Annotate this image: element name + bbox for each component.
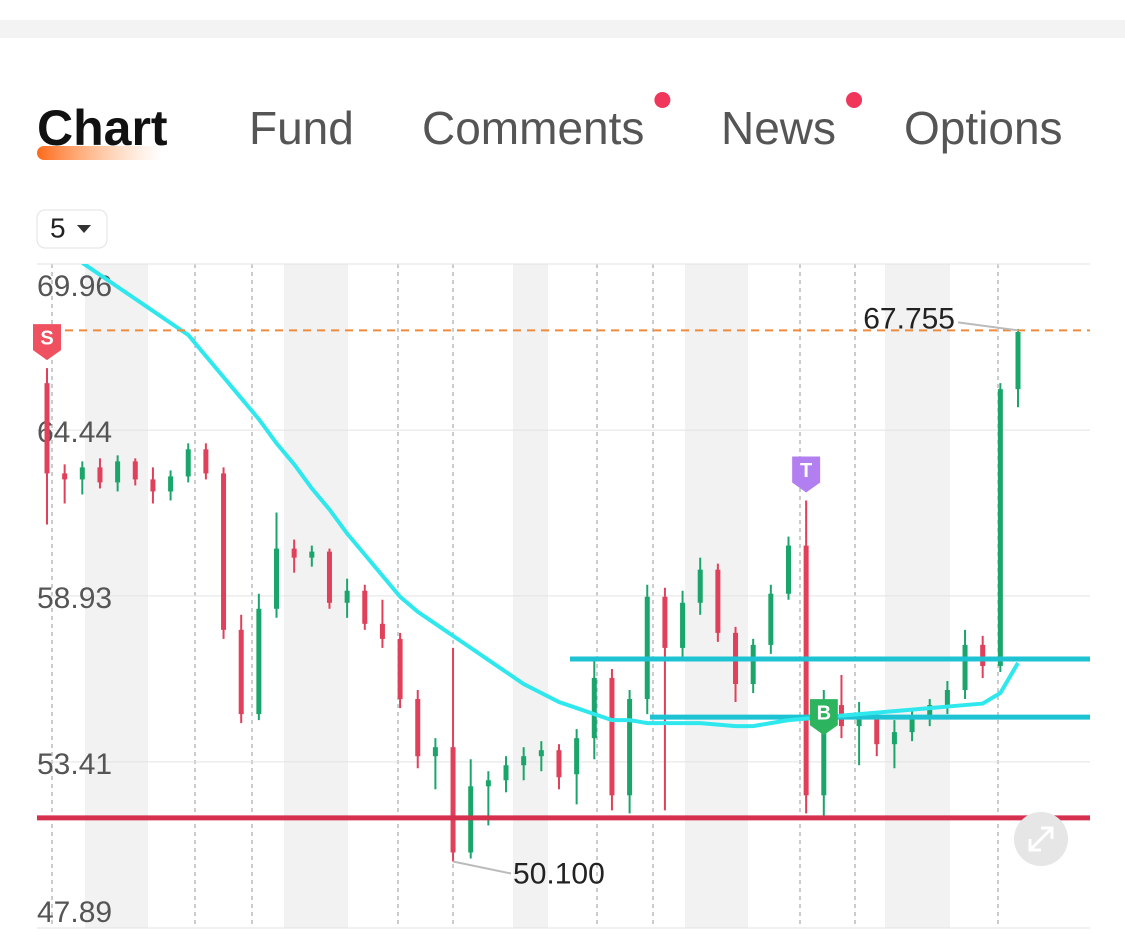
candle-body [326,551,332,603]
candle-body [556,750,562,778]
y-tick-label: 64.44 [37,416,112,449]
candle-body [168,476,174,492]
candle-body [821,705,827,796]
candle-body [768,593,774,645]
top-bar [0,20,1125,38]
candle-body [274,548,280,609]
candle-body [927,705,933,718]
candle-body [221,473,227,630]
candle-body [697,569,703,603]
candle-body [750,644,756,685]
dropdown-arrow [77,225,91,233]
interval-label[interactable]: 5 [50,212,66,243]
candle-body [785,545,791,594]
y-tick-label: 53.41 [37,748,112,781]
candle-body [609,677,615,796]
trade-marker [792,456,821,493]
leader [957,321,1019,332]
candle-body [856,717,862,727]
candle-body [962,644,968,691]
interval-selector[interactable]: 5 [36,209,108,249]
candle-body [238,629,244,715]
moving-average [81,264,1020,729]
trade-marker [33,324,61,361]
candle-body [79,467,85,480]
candle-body [874,717,880,745]
tab[interactable]: Fund [249,102,354,154]
candle-body [397,638,403,700]
expand-button[interactable] [1014,812,1068,866]
candle-body [521,756,527,766]
candle-body [891,732,897,745]
candle-body [450,747,456,853]
candle-body [256,608,262,715]
plot [37,264,1090,862]
candle-body [291,548,297,558]
trade-marker-label: T [800,460,812,482]
leader [452,860,512,875]
candle-body [185,449,191,477]
candle-body [379,623,385,639]
low-price-label: 50.100 [513,857,605,890]
expand-icon [1028,826,1054,852]
candle-body [644,596,650,700]
candle-body [150,479,156,492]
candle-body [485,780,491,787]
candle-body [432,747,438,757]
tab-badge [846,92,863,108]
candle-body [1015,331,1021,390]
y-tick-label: 47.89 [37,896,112,929]
interval-box[interactable] [36,209,108,249]
tab-badge [654,92,671,108]
candle-body [503,765,509,781]
tabs: Chart Fund Comments News Options [37,92,1063,160]
candle-body [574,738,580,775]
candle-body [715,569,721,633]
candle-body [344,590,350,603]
tab-underline [37,146,162,160]
candle-body [132,461,138,480]
candle-body [362,590,368,624]
candle-body [591,677,597,739]
candle-body [680,602,686,648]
candle-body [909,717,915,733]
trade-marker-label: B [817,702,831,724]
candle-body [627,699,633,796]
tab[interactable]: News [721,102,836,154]
candle-body [44,383,50,474]
tab[interactable]: Comments [422,102,644,154]
candle-body [662,596,668,648]
candle-body [944,690,950,706]
candle-body [415,699,421,757]
y-tick-label: 58.93 [37,582,112,615]
last-price-label: 67.755 [863,302,955,335]
trade-marker [809,699,838,736]
candle-body [309,551,315,558]
candle-body [997,389,1003,666]
candle-body [980,644,986,666]
tab[interactable]: Chart [37,100,168,156]
candle-body [538,750,544,757]
candle-body [97,467,103,483]
candle-body [803,545,809,796]
candle-body [115,461,121,483]
tab[interactable]: Options [904,102,1063,154]
candle-body [62,473,68,480]
candle-body [203,449,209,474]
trade-marker-label: S [40,327,53,349]
